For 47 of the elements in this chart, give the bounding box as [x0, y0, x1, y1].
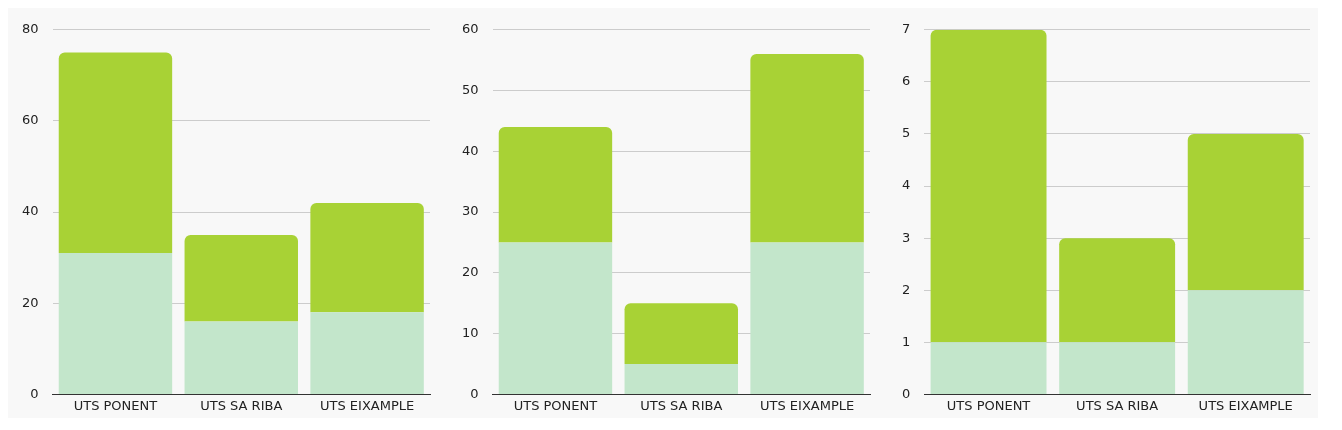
y-tick-label: 30	[462, 203, 479, 219]
x-tick-label: UTS SA RIBA	[1076, 397, 1159, 413]
y-tick-label: 20	[462, 264, 479, 280]
bar	[1187, 133, 1304, 291]
bar	[310, 312, 424, 394]
y-tick-label: 40	[22, 203, 39, 219]
y-tick-label: 6	[901, 73, 911, 89]
y-tick-label: 60	[22, 112, 39, 128]
y-tick-label: 5	[901, 125, 911, 141]
bar	[498, 127, 613, 243]
bar	[750, 54, 864, 243]
x-tick-label: UTS SA RIBA	[640, 397, 723, 413]
bar	[624, 303, 738, 365]
bar	[498, 242, 613, 394]
y-tick-label: 0	[30, 385, 39, 401]
bar	[184, 234, 298, 322]
bar	[1059, 238, 1176, 343]
y-tick-label: 0	[901, 385, 911, 401]
y-tick-label: 2	[901, 281, 911, 297]
y-tick-label: 10	[462, 325, 479, 341]
y-tick-label: 20	[22, 294, 39, 310]
y-tick-label: 1	[901, 333, 911, 349]
x-tick-label: UTS PONENT	[513, 397, 598, 413]
y-tick-label: 7	[901, 21, 911, 37]
bar	[750, 242, 864, 394]
bar	[930, 342, 1047, 394]
y-tick-label: 40	[462, 142, 479, 158]
x-tick-label: UTS SA RIBA	[200, 397, 283, 413]
x-tick-label: UTS EIXAMPLE	[319, 397, 415, 413]
bar	[1059, 342, 1176, 394]
bar	[310, 202, 424, 313]
bar	[58, 253, 173, 394]
x-tick-label: UTS EIXAMPLE	[759, 397, 855, 413]
bar	[930, 29, 1047, 343]
x-tick-label: UTS EIXAMPLE	[1198, 397, 1293, 413]
bar	[1187, 290, 1304, 394]
y-tick-label: 50	[462, 81, 479, 97]
y-tick-label: 4	[901, 177, 911, 193]
y-tick-label: 0	[470, 385, 479, 401]
y-tick-label: 80	[22, 21, 39, 37]
x-tick-label: UTS PONENT	[73, 397, 158, 413]
bar	[184, 321, 298, 394]
x-tick-label: UTS PONENT	[946, 397, 1031, 413]
bar	[58, 52, 173, 254]
bar	[624, 364, 738, 394]
y-tick-label: 3	[901, 229, 911, 245]
y-tick-label: 60	[462, 21, 479, 37]
